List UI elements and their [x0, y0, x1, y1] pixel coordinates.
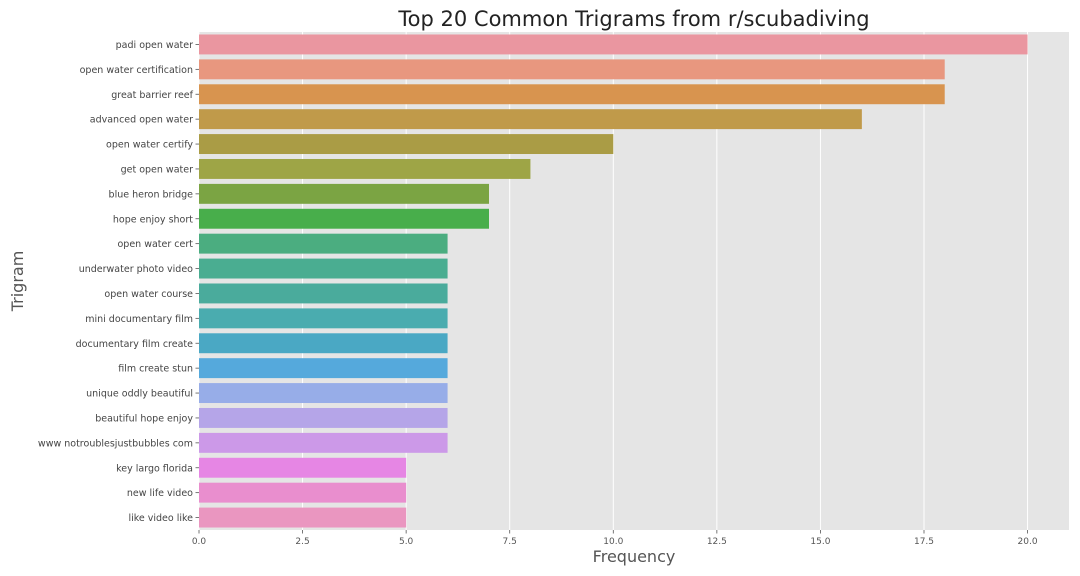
- bar-beautiful-hope-enjoy: [199, 407, 448, 428]
- plot-area: [199, 32, 1069, 530]
- x-axis-label: Frequency: [593, 547, 676, 566]
- bar-like-video-like: [199, 507, 407, 528]
- y-tick-label: get open water: [121, 164, 194, 175]
- bar-open-water-course: [199, 283, 448, 304]
- y-tick-label: padi open water: [116, 40, 193, 51]
- y-tick-labels: padi open water open water certification g…: [38, 40, 199, 524]
- bar-advanced-open-water: [199, 109, 862, 130]
- x-tick-label: 0.0: [192, 537, 207, 547]
- y-tick-label: www notroublesjustbubbles com: [38, 438, 193, 449]
- bar-open-water-certification: [199, 59, 945, 80]
- x-tick-label: 20.0: [1018, 537, 1038, 547]
- bar-documentary-film-create: [199, 333, 448, 354]
- y-tick-label: open water certification: [80, 65, 193, 76]
- y-tick-label: mini documentary film: [85, 314, 193, 325]
- y-tick-label: hope enjoy short: [113, 214, 193, 225]
- y-tick-label: blue heron bridge: [109, 189, 194, 200]
- x-tick-label: 2.5: [295, 537, 309, 547]
- y-tick-label: film create stun: [118, 364, 193, 375]
- y-tick-label: open water course: [104, 289, 193, 300]
- chart-title: Top 20 Common Trigrams from r/scubadivin…: [397, 7, 869, 31]
- bars: [199, 34, 1028, 528]
- y-tick-label: key largo florida: [116, 463, 193, 474]
- x-tick-label: 10.0: [603, 537, 623, 547]
- bar-blue-heron-bridge: [199, 183, 489, 204]
- y-tick-label: beautiful hope enjoy: [95, 413, 193, 424]
- bar-film-create-stun: [199, 358, 448, 379]
- y-tick-label: advanced open water: [90, 115, 193, 126]
- bar-unique-oddly-beautiful: [199, 383, 448, 404]
- bar-underwater-photo-video: [199, 258, 448, 279]
- y-tick-label: new life video: [127, 488, 193, 499]
- bar-open-water-certify: [199, 134, 614, 155]
- y-tick-label: like video like: [128, 513, 193, 524]
- bar-new-life-video: [199, 482, 407, 503]
- y-tick-label: underwater photo video: [79, 264, 193, 275]
- x-tick-label: 15.0: [810, 537, 830, 547]
- x-tick-label: 7.5: [503, 537, 517, 547]
- y-tick-label: open water certify: [106, 140, 193, 151]
- y-tick-label: documentary film create: [76, 339, 194, 350]
- x-tick-label: 5.0: [399, 537, 414, 547]
- y-tick-label: unique oddly beautiful: [86, 389, 193, 400]
- y-axis-label: Trigram: [8, 251, 27, 313]
- y-tick-label: open water cert: [117, 239, 193, 250]
- x-tick-label: 17.5: [914, 537, 934, 547]
- bar-mini-documentary-film: [199, 308, 448, 329]
- bar-hope-enjoy-short: [199, 208, 489, 229]
- bar-open-water-cert: [199, 233, 448, 254]
- bar-key-largo-florida: [199, 457, 407, 478]
- y-tick-label: great barrier reef: [111, 90, 193, 101]
- bar-great-barrier-reef: [199, 84, 945, 105]
- bar-padi-open-water: [199, 34, 1028, 55]
- x-tick-labels: 0.0 2.5 5.0 7.5 10.0 12.5 15.0 17.5 20.0: [192, 530, 1038, 547]
- x-tick-label: 12.5: [707, 537, 727, 547]
- bar-get-open-water: [199, 158, 531, 179]
- bar-www-notroublesjustbubbles-com: [199, 432, 448, 453]
